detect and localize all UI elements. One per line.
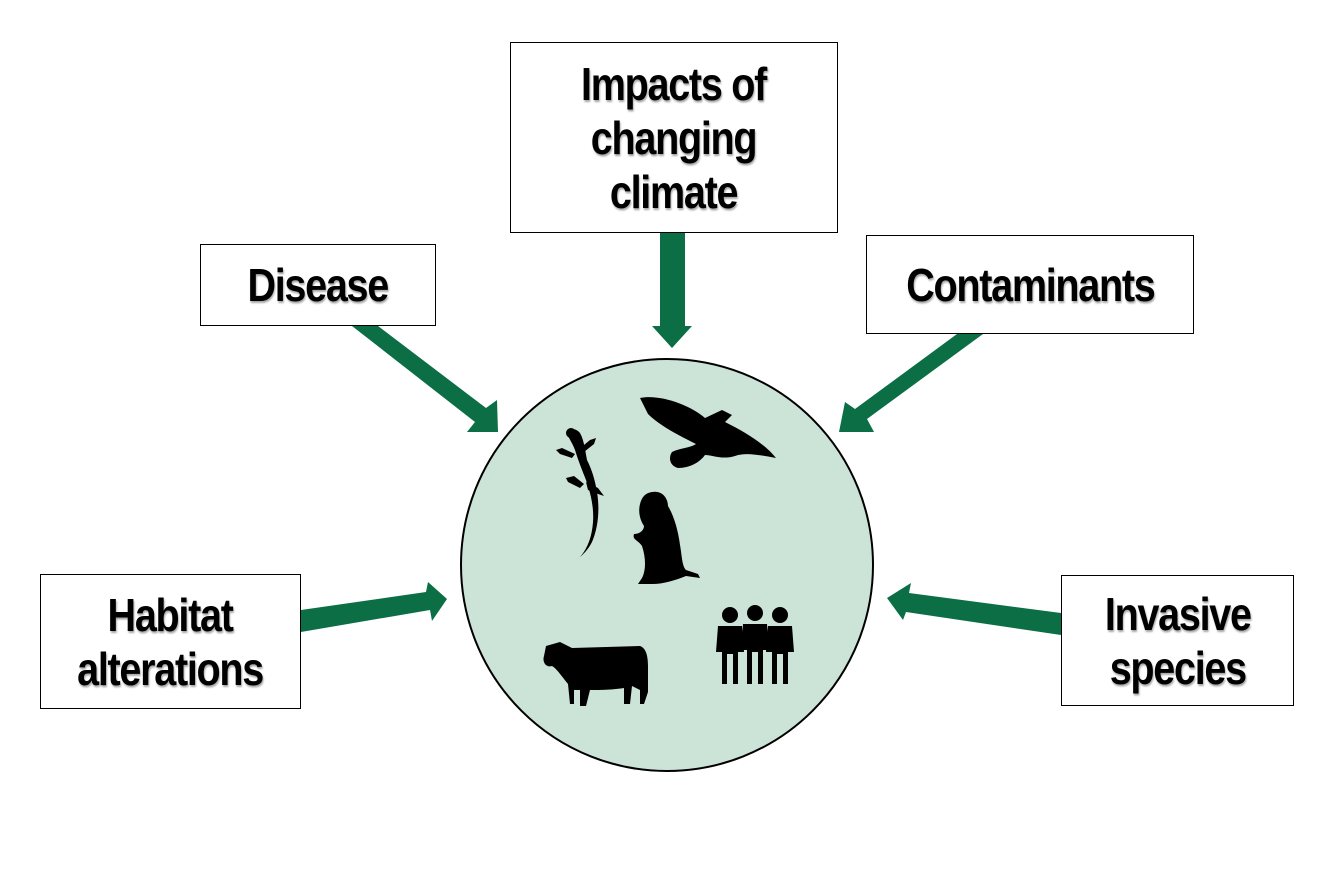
people-group-icon [716, 605, 794, 684]
label-line: Impacts of [581, 57, 768, 110]
label-line: Contaminants [905, 258, 1156, 311]
stressor-box-contaminants: Contaminants [866, 235, 1194, 334]
hawk-icon [640, 397, 776, 468]
stressor-box-climate: Impacts of changing climate [510, 42, 838, 233]
label-line: Disease [247, 259, 390, 311]
stressor-label-disease: Disease [247, 258, 390, 312]
arrow-invasive [887, 583, 1061, 635]
prairie-dog-icon [633, 491, 700, 584]
label-line: climate [610, 165, 739, 218]
cow-icon [543, 642, 648, 706]
stressor-box-invasive: Invasive species [1061, 575, 1294, 706]
stressor-box-disease: Disease [200, 244, 436, 326]
arrow-climate [652, 232, 692, 348]
stressor-label-habitat: Habitat alterations [77, 588, 265, 696]
stressor-box-habitat: Habitat alterations [40, 574, 301, 709]
arrow-disease [352, 326, 498, 432]
arrow-habitat [301, 582, 447, 632]
arrow-contaminants [839, 334, 983, 432]
lizard-icon [556, 428, 604, 560]
stressor-label-contaminants: Contaminants [905, 258, 1156, 312]
label-line: Invasive [1104, 587, 1252, 640]
label-line: changing [591, 111, 758, 164]
label-line: alterations [77, 642, 265, 695]
stressor-label-invasive: Invasive species [1104, 587, 1252, 695]
label-line: species [1109, 641, 1246, 694]
stressor-label-climate: Impacts of changing climate [581, 57, 768, 219]
label-line: Habitat [107, 588, 234, 641]
